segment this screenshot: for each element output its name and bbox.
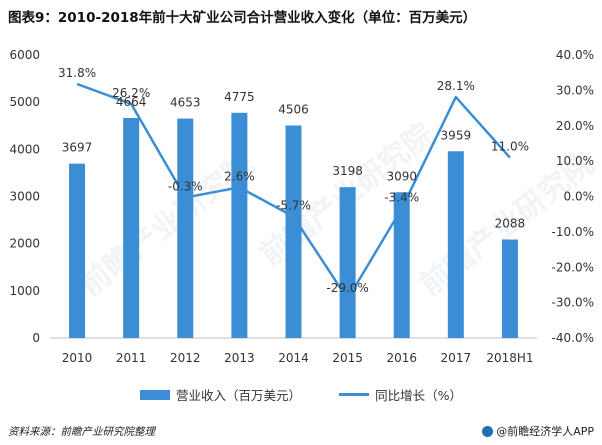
- x-tick-label: 2012: [170, 351, 201, 365]
- y-tick-left: 1000: [9, 284, 40, 298]
- bar: [285, 125, 302, 338]
- x-tick-label: 2010: [62, 351, 93, 365]
- y-tick-right: 0.0%: [564, 190, 595, 204]
- x-tick-label: 2018H1: [486, 351, 533, 365]
- line-value-label: -5.7%: [276, 199, 311, 213]
- x-tick-label: 2016: [386, 351, 417, 365]
- bar-value-label: 4653: [170, 96, 201, 110]
- bar-value-label: 4664: [116, 95, 147, 109]
- y-tick-right: -20.0%: [552, 260, 594, 274]
- legend-bar-label: 营业收入（百万美元）: [176, 388, 302, 403]
- y-tick-right: -10.0%: [552, 225, 594, 239]
- legend-line-label: 同比增长（%）: [375, 388, 462, 403]
- line-value-label: 11.0%: [491, 140, 529, 154]
- y-tick-left: 0: [32, 331, 40, 345]
- bar: [177, 118, 194, 338]
- y-tick-left: 2000: [9, 237, 40, 251]
- legend-line-swatch: [339, 393, 370, 396]
- line-value-label: -29.0%: [326, 281, 368, 295]
- brand-text: @前瞻经济学人APP: [496, 425, 594, 438]
- line-value-label: -0.3%: [168, 180, 203, 194]
- y-tick-left: 3000: [9, 190, 40, 204]
- legend-item-line: 同比增长（%）: [339, 385, 462, 404]
- y-tick-left: 4000: [9, 142, 40, 156]
- y-tick-right: 40.0%: [556, 48, 594, 62]
- line-value-label: 26.2%: [112, 86, 150, 100]
- bar-value-label: 3198: [332, 164, 363, 178]
- bar: [501, 239, 518, 338]
- bar: [231, 112, 248, 338]
- y-tick-right: -30.0%: [552, 296, 594, 310]
- bar-value-label: 3959: [441, 128, 472, 142]
- bar: [393, 192, 410, 338]
- bar: [339, 187, 356, 338]
- x-tick-label: 2013: [224, 351, 255, 365]
- growth-line: [76, 82, 511, 301]
- source-note: 资料来源：前瞻产业研究院整理: [8, 426, 155, 438]
- y-tick-right: -40.0%: [552, 331, 594, 345]
- y-tick-left: 5000: [9, 95, 40, 109]
- bar: [447, 151, 464, 338]
- y-tick-right: 10.0%: [556, 154, 594, 168]
- chart-legend: 营业收入（百万美元） 同比增长（%）: [0, 385, 602, 404]
- x-tick-label: 2017: [441, 351, 472, 365]
- bar: [69, 163, 86, 338]
- x-tick-label: 2014: [278, 351, 309, 365]
- line-value-label: 28.1%: [437, 79, 475, 93]
- bar-value-label: 4506: [278, 102, 309, 116]
- y-tick-left: 6000: [9, 48, 40, 62]
- bar-value-label: 3090: [386, 169, 417, 183]
- chart-title: 图表9：2010-2018年前十大矿业公司合计营业收入变化（单位：百万美元）: [8, 10, 477, 26]
- bar-value-label: 3697: [62, 141, 93, 155]
- legend-item-bar: 营业收入（百万美元）: [140, 385, 301, 404]
- bar: [123, 118, 140, 338]
- x-tick-label: 2011: [116, 351, 147, 365]
- bar-value-label: 2088: [495, 217, 526, 231]
- brand-logo-icon: [482, 425, 494, 437]
- bar-value-label: 4775: [224, 90, 255, 104]
- y-tick-right: 20.0%: [556, 119, 594, 133]
- line-value-label: 2.6%: [224, 169, 255, 183]
- x-tick-label: 2015: [332, 351, 363, 365]
- y-tick-right: 30.0%: [556, 83, 594, 97]
- brand-credit: @前瞻经济学人APP: [482, 423, 594, 439]
- line-value-label: -3.4%: [384, 191, 419, 205]
- line-value-label: 31.8%: [58, 66, 96, 80]
- legend-bar-swatch: [140, 389, 171, 400]
